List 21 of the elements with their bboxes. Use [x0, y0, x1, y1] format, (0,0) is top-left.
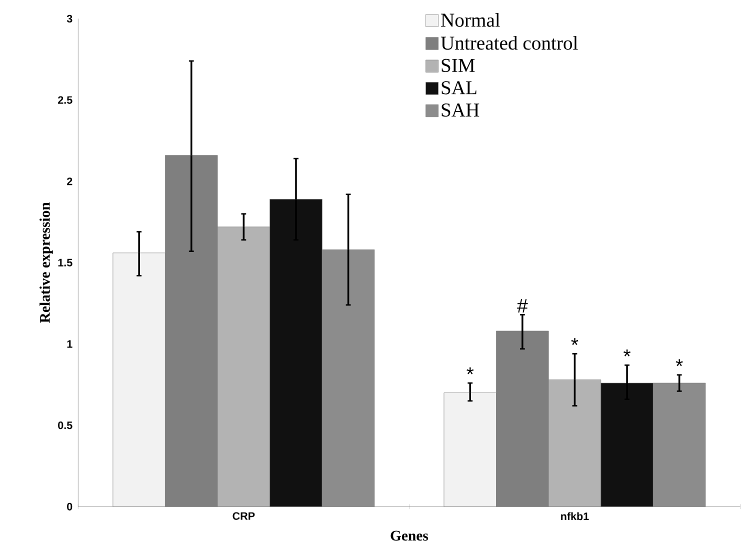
data-label: * — [624, 350, 631, 356]
y-axis-title: Relative expression — [40, 202, 53, 324]
legend-label: Untreated control — [440, 36, 578, 50]
data-label: * — [676, 359, 683, 366]
data-label: # — [517, 299, 528, 313]
x-axis-title: Genes — [390, 530, 428, 541]
legend-label: SAL — [442, 81, 476, 94]
y-tick-label: 1 — [67, 340, 72, 348]
x-tick-label: CRP — [232, 512, 255, 520]
y-tick-label: 2 — [66, 178, 72, 186]
y-tick-label: 0.5 — [58, 422, 72, 430]
data-label: * — [466, 367, 474, 374]
y-tick-label: 2.5 — [58, 96, 72, 104]
y-tick-label: 0 — [67, 502, 72, 511]
data-label: * — [571, 338, 578, 346]
y-tick-label: 3 — [66, 14, 72, 23]
legend-label: SAH — [442, 104, 480, 117]
x-tick-label: nfkb1 — [561, 512, 589, 520]
legend-label: Normal — [441, 13, 500, 27]
y-tick-label: 1.5 — [58, 259, 72, 267]
legend-label: SIM — [442, 59, 475, 72]
